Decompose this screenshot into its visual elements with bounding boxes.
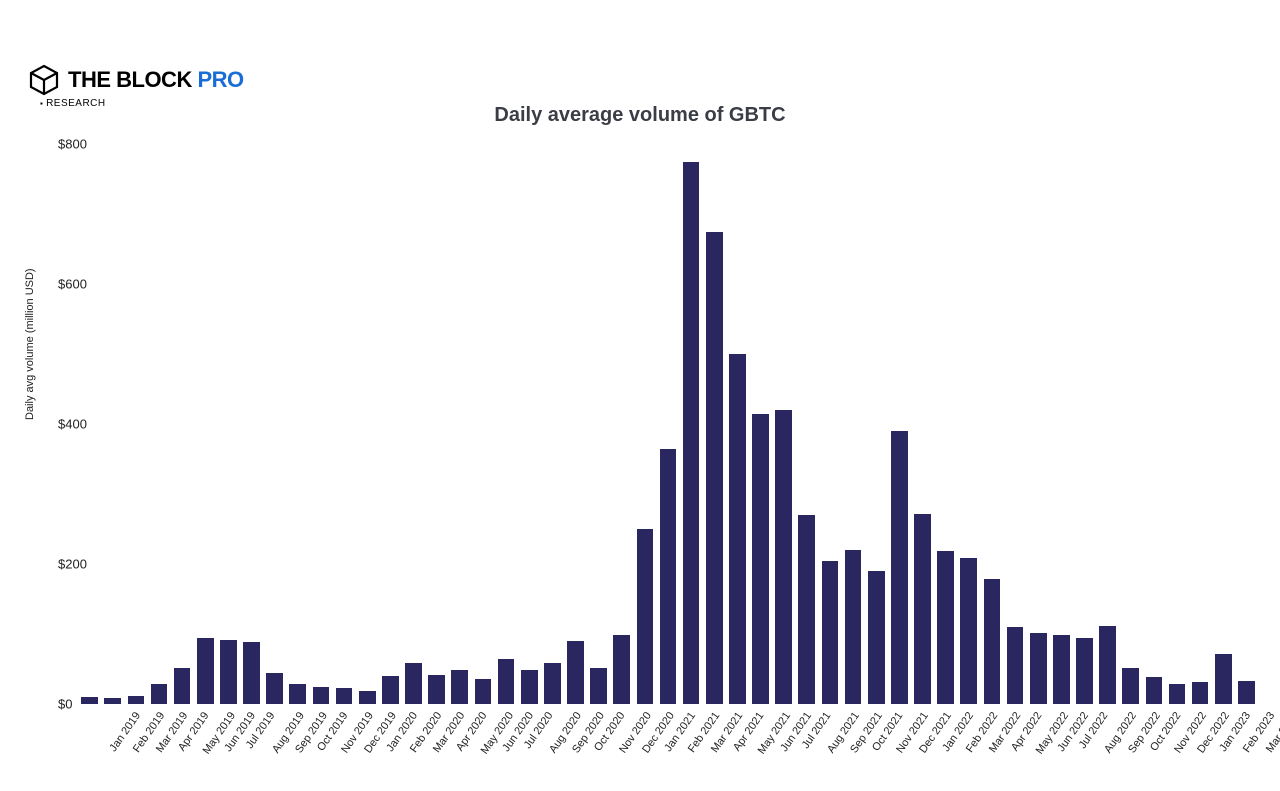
bar bbox=[1007, 627, 1024, 704]
bar bbox=[683, 162, 700, 705]
bar bbox=[428, 675, 445, 704]
y-axis-label: Daily avg volume (million USD) bbox=[24, 268, 36, 420]
bar bbox=[81, 697, 98, 704]
y-tick: $200 bbox=[58, 557, 87, 572]
bar bbox=[1030, 633, 1047, 704]
bar bbox=[1076, 638, 1093, 705]
bar bbox=[868, 571, 885, 704]
bar bbox=[914, 514, 931, 704]
bar bbox=[151, 684, 168, 704]
plot-area bbox=[78, 144, 1258, 744]
bar bbox=[567, 641, 584, 704]
bar bbox=[289, 684, 306, 704]
bar bbox=[660, 449, 677, 705]
bar bbox=[313, 687, 330, 705]
bar bbox=[220, 640, 237, 704]
y-tick: $400 bbox=[58, 417, 87, 432]
bar bbox=[984, 579, 1001, 704]
bar bbox=[822, 561, 839, 705]
bar bbox=[336, 688, 353, 704]
bar bbox=[1099, 626, 1116, 704]
bar bbox=[521, 670, 538, 704]
bar bbox=[1169, 684, 1186, 704]
bar bbox=[891, 431, 908, 704]
bar bbox=[359, 691, 376, 704]
bar bbox=[1238, 681, 1255, 704]
logo-text-main: THE BLOCK bbox=[68, 67, 192, 92]
bar bbox=[1053, 635, 1070, 704]
bar bbox=[174, 668, 191, 704]
bar bbox=[960, 558, 977, 704]
bar bbox=[798, 515, 815, 704]
bar bbox=[1146, 677, 1163, 704]
bar bbox=[451, 670, 468, 704]
bar bbox=[266, 673, 283, 705]
bar bbox=[382, 676, 399, 704]
bar bbox=[197, 638, 214, 705]
bar bbox=[729, 354, 746, 704]
chart-area bbox=[78, 144, 1258, 744]
bar bbox=[128, 696, 145, 704]
bar bbox=[544, 663, 561, 704]
y-tick: $800 bbox=[58, 137, 87, 152]
bar bbox=[1215, 654, 1232, 704]
block-logo-icon bbox=[28, 64, 60, 96]
bar bbox=[637, 529, 654, 704]
brand-logo: THE BLOCK PRO bbox=[28, 64, 244, 96]
bar bbox=[613, 635, 630, 704]
bar bbox=[1192, 682, 1209, 704]
logo-text: THE BLOCK PRO bbox=[68, 67, 244, 93]
bar bbox=[104, 698, 121, 704]
logo-text-pro: PRO bbox=[197, 67, 243, 92]
bar bbox=[775, 410, 792, 704]
y-tick: $0 bbox=[58, 697, 72, 712]
y-tick: $600 bbox=[58, 277, 87, 292]
bar bbox=[937, 551, 954, 704]
bar bbox=[243, 642, 260, 704]
bar bbox=[475, 679, 492, 704]
bar bbox=[405, 663, 422, 704]
bar bbox=[1122, 668, 1139, 704]
bar bbox=[590, 668, 607, 704]
bar bbox=[845, 550, 862, 704]
bar bbox=[752, 414, 769, 705]
bar bbox=[498, 659, 515, 705]
chart-title: Daily average volume of GBTC bbox=[0, 104, 1280, 127]
bar bbox=[706, 232, 723, 705]
